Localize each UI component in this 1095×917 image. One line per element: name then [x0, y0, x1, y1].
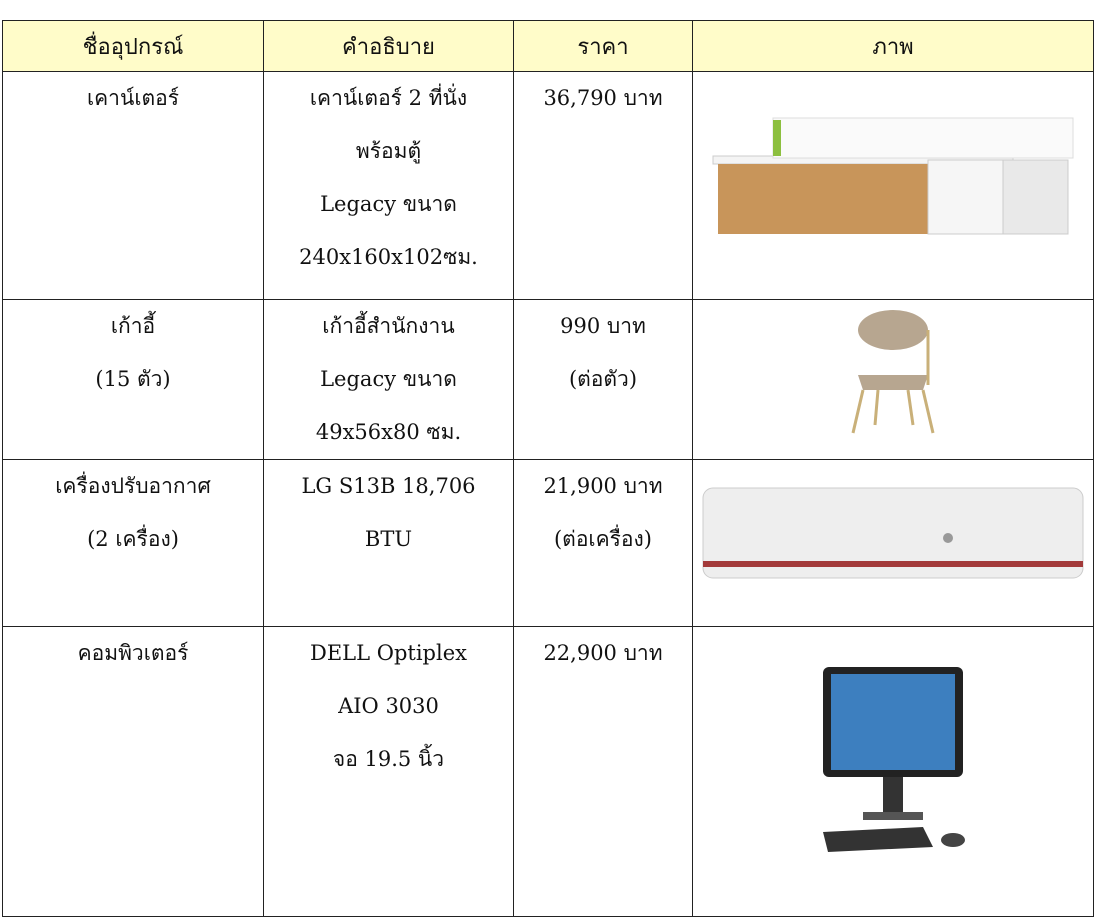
name-line: เครื่องปรับอากาศ [55, 474, 211, 498]
price-line: 21,900 บาท [543, 474, 663, 498]
description-cell: DELL Optiplex AIO 3030 จอ 19.5 นิ้ว [263, 626, 514, 917]
price-line: (ต่อตัว) [568, 367, 638, 391]
equipment-table: ชื่ออุปกรณ์ คำอธิบาย ราคา ภาพ เคาน์เตอร์ เคา… [2, 20, 1094, 917]
description-line: 240x160x102ซม. [299, 245, 478, 269]
description-line: พร้อมตู้ [355, 139, 422, 163]
name-cell: เก้าอี้ (15 ตัว) [2, 299, 264, 460]
price-line: 22,900 บาท [543, 641, 663, 665]
product-image [823, 666, 965, 852]
table-row: เก้าอี้ (15 ตัว) เก้าอี้สำนักงาน Legacy ขนา… [2, 299, 1094, 460]
product-image [851, 309, 935, 433]
price-line: (ต่อเครื่อง) [553, 527, 652, 551]
header-cell: ชื่ออุปกรณ์ [2, 20, 264, 72]
description-line: AIO 3030 [338, 694, 439, 718]
description-line: จอ 19.5 นิ้ว [332, 747, 445, 771]
name-cell: เครื่องปรับอากาศ (2 เครื่อง) [2, 459, 264, 627]
description-line: LG S13B 18,706 [301, 474, 476, 498]
header-cell: คำอธิบาย [263, 20, 514, 72]
price-cell: 21,900 บาท (ต่อเครื่อง) [513, 459, 693, 627]
description-cell: LG S13B 18,706 BTU [263, 459, 514, 627]
description-line: BTU [364, 527, 413, 551]
price-cell: 36,790 บาท [513, 71, 693, 300]
picture-cell [692, 299, 1094, 460]
description-cell: เคาน์เตอร์ 2 ที่นั่งพร้อมตู้ Legacy ขนาด 2… [263, 71, 514, 300]
name-line: เก้าอี้ [110, 314, 156, 338]
description-line: Legacy ขนาด [320, 192, 457, 216]
price-line: 36,790 บาท [543, 86, 663, 110]
price-cell: 22,900 บาท [513, 626, 693, 917]
name-line: เคาน์เตอร์ [86, 86, 180, 110]
picture-cell [692, 459, 1094, 627]
name-cell: คอมพิวเตอร์ [2, 626, 264, 917]
description-line: DELL Optiplex [310, 641, 467, 665]
description-line: 49x56x80 ซม. [315, 420, 462, 444]
table-row: คอมพิวเตอร์ DELL Optiplex AIO 3030 จอ 19.5 … [2, 626, 1094, 917]
picture-cell [692, 71, 1094, 300]
description-line: เก้าอี้สำนักงาน [322, 314, 455, 338]
description-cell: เก้าอี้สำนักงาน Legacy ขนาด 49x56x80 ซม. [263, 299, 514, 460]
page: {"table": { "header": ["ชื่ออุปกรณ์", "ค… [2, 20, 1094, 917]
name-line: คอมพิวเตอร์ [77, 641, 189, 665]
product-image [702, 487, 1084, 579]
table-row: เคาน์เตอร์ เคาน์เตอร์ 2 ที่นั่งพร้อมตู้ Le… [2, 71, 1094, 300]
price-cell: 990 บาท (ต่อตัว) [513, 299, 693, 460]
name-line: (15 ตัว) [95, 367, 171, 391]
picture-cell [692, 626, 1094, 917]
table-body: เคาน์เตอร์ เคาน์เตอร์ 2 ที่นั่งพร้อมตู้ Le… [2, 71, 1094, 917]
name-line: (2 เครื่อง) [87, 527, 179, 551]
product-image [712, 117, 1074, 234]
name-cell: เคาน์เตอร์ [2, 71, 264, 300]
header-cell: ภาพ [692, 20, 1094, 72]
header-cell: ราคา [513, 20, 693, 72]
description-line: Legacy ขนาด [320, 367, 457, 391]
header-row: ชื่ออุปกรณ์ คำอธิบาย ราคา ภาพ [2, 20, 1094, 72]
description-line: เคาน์เตอร์ 2 ที่นั่ง [309, 86, 468, 110]
table-row: เครื่องปรับอากาศ (2 เครื่อง) LG S13B 18,70… [2, 459, 1094, 627]
price-line: 990 บาท [560, 314, 646, 338]
